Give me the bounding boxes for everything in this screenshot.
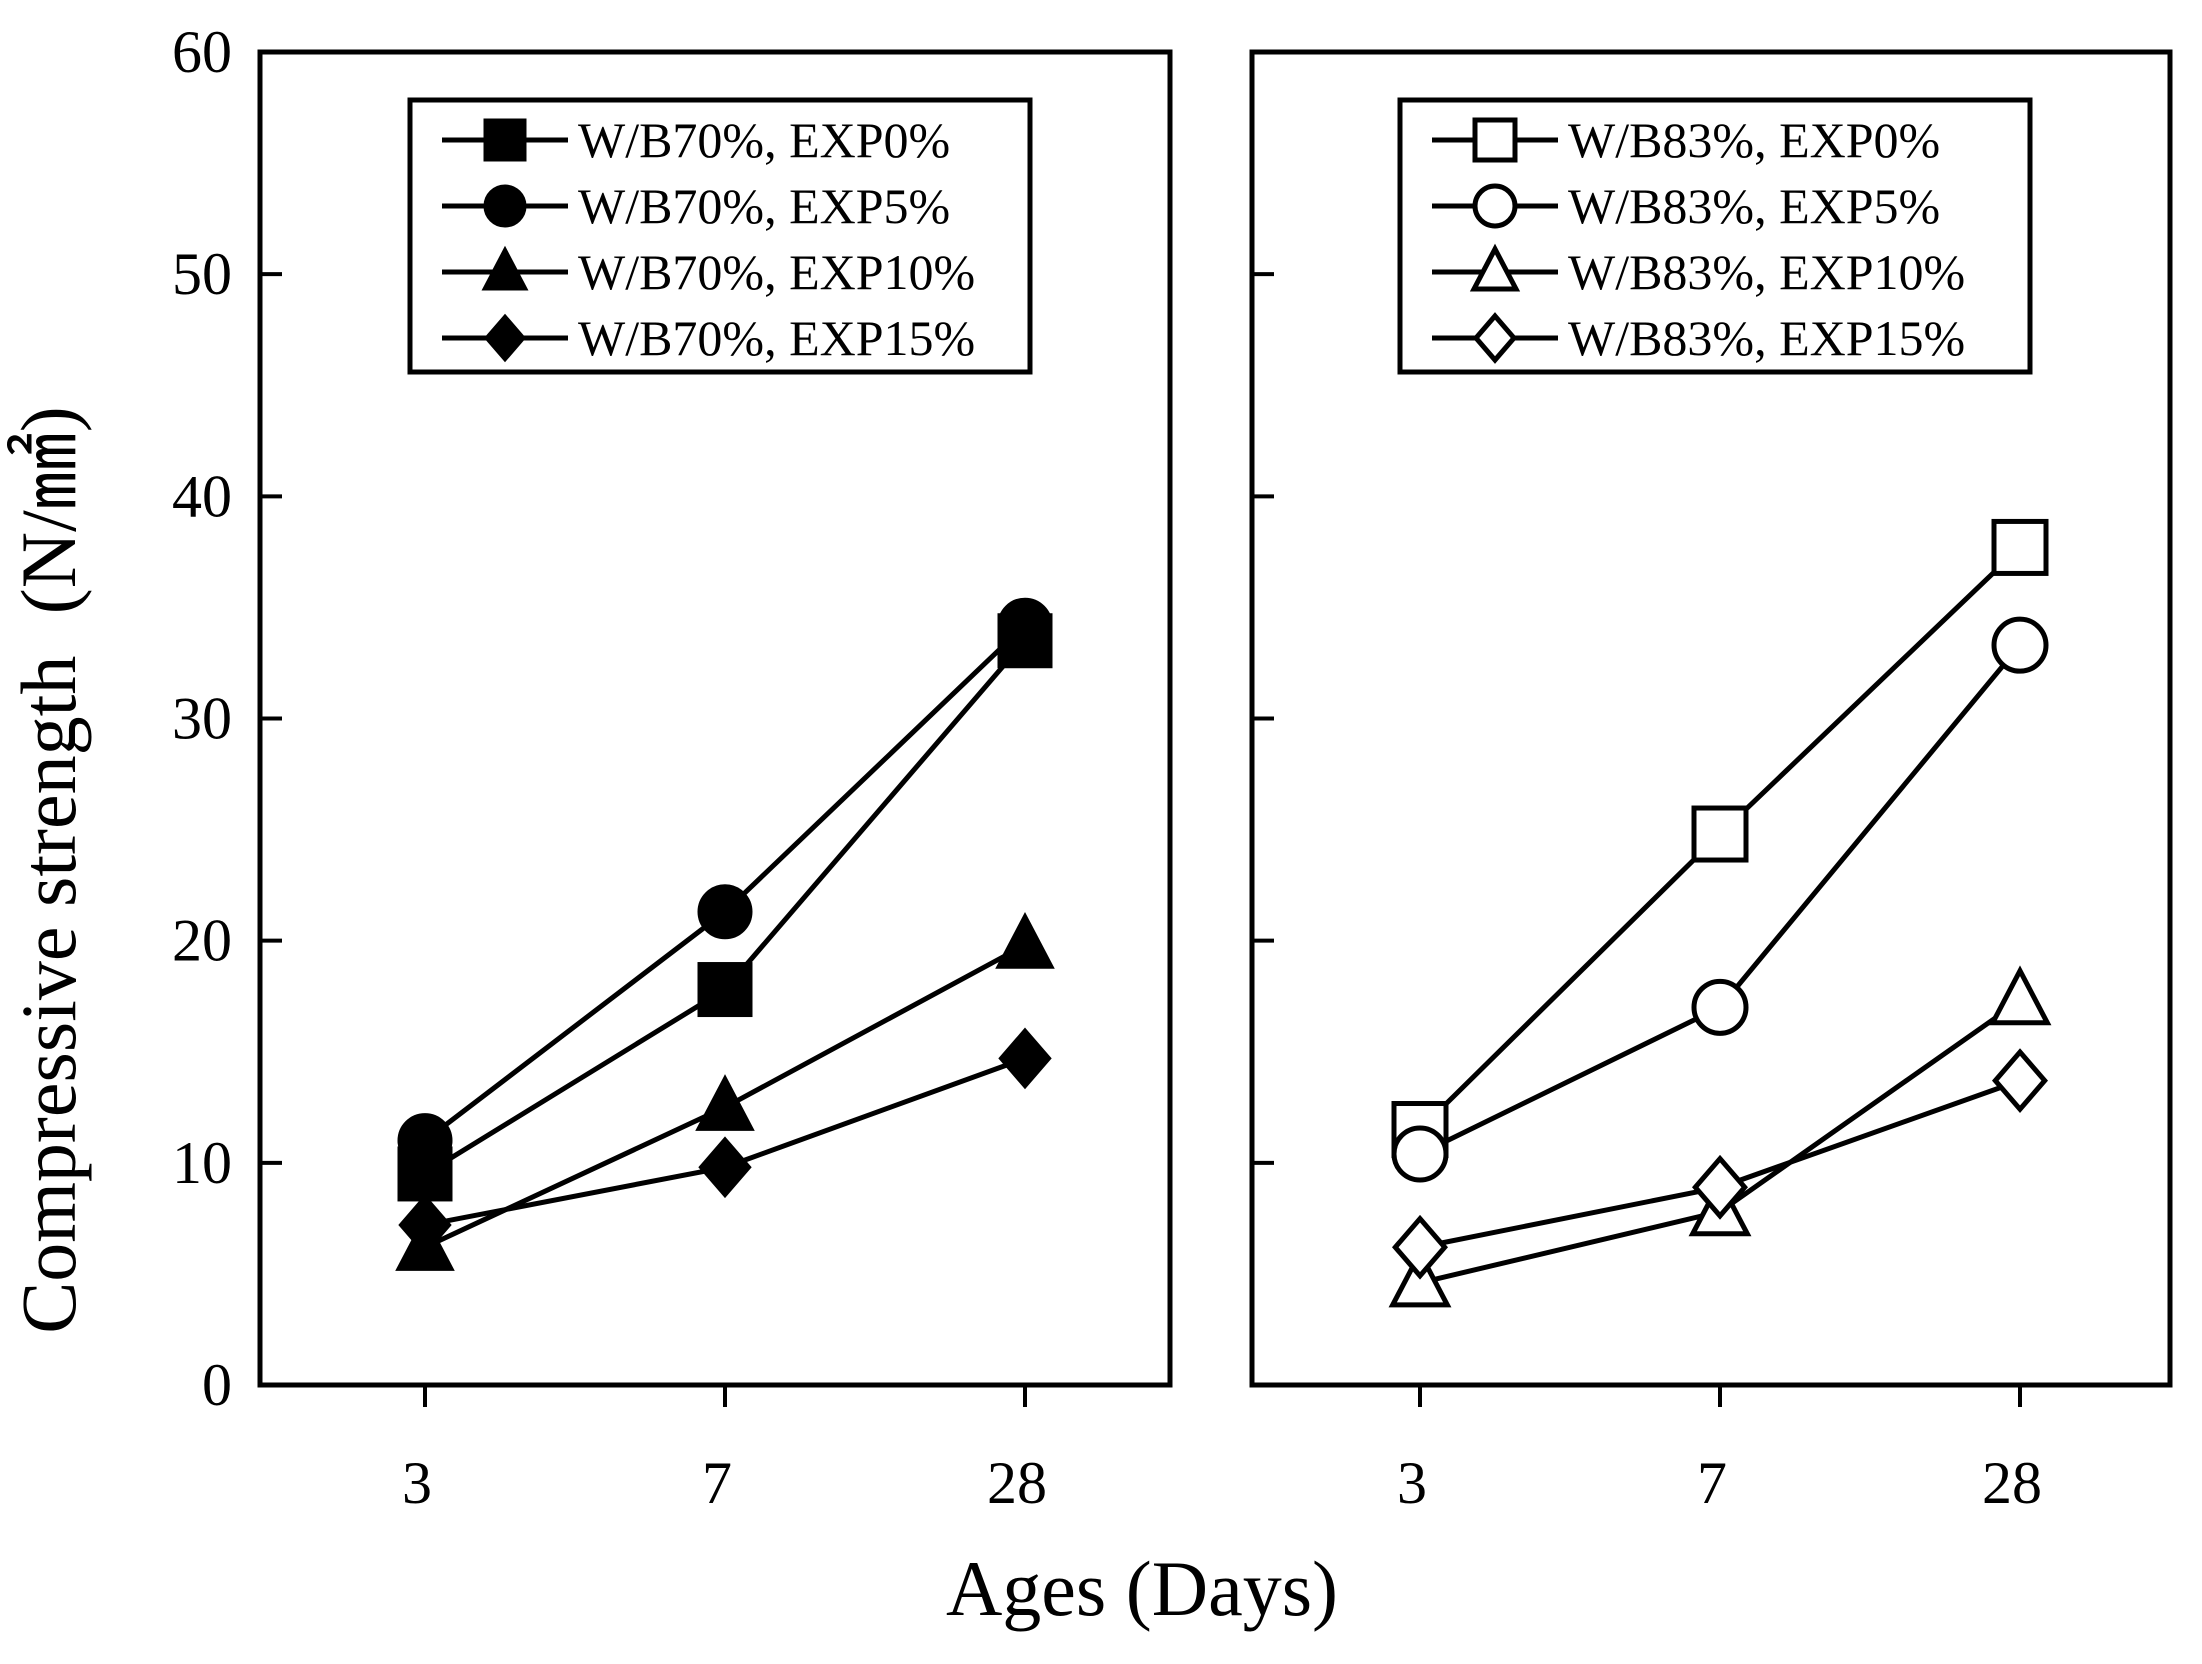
legend-marker <box>483 184 527 228</box>
series-line <box>423 623 1027 1143</box>
y-tick-label: 40 <box>172 463 232 529</box>
data-point <box>1991 1048 2049 1114</box>
x-tick-label: 7 <box>1697 1450 1727 1516</box>
series-2 <box>397 597 1053 1169</box>
x-tick-label: 3 <box>402 1450 432 1516</box>
data-point <box>997 597 1053 653</box>
data-point <box>397 1113 453 1169</box>
x-tick-label: 28 <box>987 1450 1047 1516</box>
legend-label: W/B70%, EXP15% <box>578 310 975 366</box>
series-4 <box>1391 1048 2049 1280</box>
legend-item: W/B70%, EXP10% <box>442 244 975 300</box>
data-point <box>698 1136 752 1199</box>
legend: W/B83%, EXP0% W/B83%, EXP5% W/B83%, EXP10%… <box>1397 97 2033 375</box>
y-tick-label: 60 <box>172 19 232 85</box>
x-tick-label: 28 <box>1982 1450 2042 1516</box>
data-point <box>1691 805 1749 863</box>
data-point <box>695 1074 755 1131</box>
legend: W/B70%, EXP0% W/B70%, EXP5% W/B70%, EXP10%… <box>407 97 1033 375</box>
legend-marker <box>1469 243 1521 292</box>
legend-marker <box>484 313 526 363</box>
legend-marker <box>481 245 529 291</box>
legend-item: W/B70%, EXP15% <box>442 310 975 366</box>
data-point <box>1391 1125 1449 1183</box>
legend-item: W/B83%, EXP5% <box>1432 178 1940 234</box>
series-1 <box>1391 518 2049 1159</box>
legend-item: W/B70%, EXP5% <box>442 178 950 234</box>
series-4 <box>398 1027 1052 1256</box>
y-axis-title-group: Compressive strength (N/㎟) <box>5 406 92 1334</box>
legend-marker <box>483 118 527 162</box>
data-point <box>1991 616 2049 674</box>
data-point <box>995 911 1055 969</box>
y-tick-label: 10 <box>172 1130 232 1196</box>
data-point <box>697 962 753 1018</box>
y-tick-label: 30 <box>172 686 232 752</box>
y-axis-title-unit: (N/㎟) <box>5 406 92 614</box>
y-tick-label: 0 <box>202 1352 232 1418</box>
legend-item: W/B70%, EXP0% <box>442 112 950 168</box>
y-tick-label: 50 <box>172 241 232 307</box>
data-point <box>1691 978 1749 1036</box>
legend-marker <box>1472 183 1518 229</box>
series-line <box>1418 643 2022 1157</box>
legend-label: W/B83%, EXP0% <box>1568 112 1940 168</box>
data-point <box>398 1194 452 1256</box>
data-point <box>1988 965 2052 1026</box>
data-point <box>1691 1154 1749 1220</box>
legend-label: W/B70%, EXP5% <box>578 178 950 234</box>
legend-label: W/B83%, EXP10% <box>1568 244 1965 300</box>
chart-panel-right: 3 7 28W/B83%, EXP0%W/B83%, EXP5%W/B83%, EX… <box>1249 49 2173 1516</box>
y-axis-title: Compressive strength (N/㎟) <box>5 406 92 1334</box>
x-tick-label: 7 <box>702 1450 732 1516</box>
data-point <box>1391 1214 1449 1280</box>
x-axis-title: Ages (Days) <box>946 1545 1338 1632</box>
y-axis-title-main: Compressive strength <box>5 656 92 1334</box>
y-tick-label: 20 <box>172 908 232 974</box>
legend-marker <box>1472 312 1518 364</box>
x-tick-label: 3 <box>1397 1450 1427 1516</box>
legend-label: W/B70%, EXP0% <box>578 112 950 168</box>
series-2 <box>1391 616 2049 1183</box>
data-point <box>1991 518 2049 576</box>
data-point <box>697 884 753 940</box>
legend-item: W/B83%, EXP10% <box>1432 243 1965 300</box>
legend-item: W/B83%, EXP0% <box>1432 112 1940 168</box>
legend-label: W/B83%, EXP15% <box>1568 310 1965 366</box>
data-point <box>998 1027 1052 1090</box>
legend-label: W/B83%, EXP5% <box>1568 178 1940 234</box>
legend-marker <box>1472 117 1518 163</box>
legend-item: W/B83%, EXP15% <box>1432 310 1965 366</box>
legend-label: W/B70%, EXP10% <box>578 244 975 300</box>
